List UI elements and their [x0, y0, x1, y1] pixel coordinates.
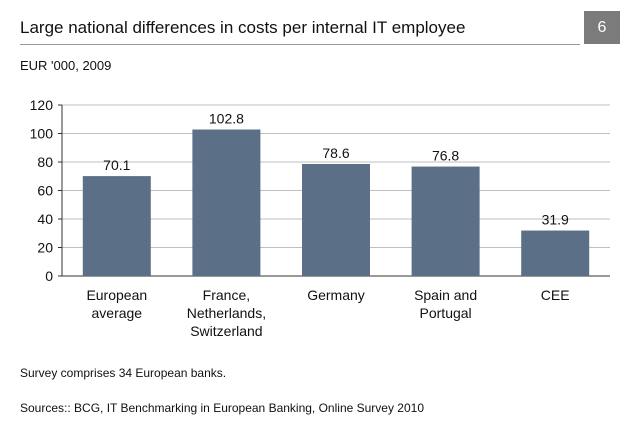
bar-3: [411, 166, 480, 276]
title-rule: [20, 44, 580, 45]
survey-note: Survey comprises 34 European banks.: [20, 366, 227, 380]
category-label-0-1: average: [92, 305, 143, 321]
y-tick-label: 80: [37, 154, 53, 170]
category-label-3-1: Portugal: [420, 305, 472, 321]
source-note: Sources:: BCG, IT Benchmarking in Europe…: [20, 401, 424, 415]
bar-0: [82, 176, 151, 276]
category-label-1-1: Netherlands,: [187, 305, 266, 321]
category-label-3-0: Spain and: [414, 287, 477, 303]
data-label-3: 76.8: [432, 148, 459, 164]
y-tick-label: 20: [37, 240, 53, 256]
bar-4: [521, 230, 590, 276]
y-tick-label: 100: [30, 126, 54, 142]
category-label-1-2: Switzerland: [190, 323, 262, 339]
category-label-2-0: Germany: [307, 287, 365, 303]
data-label-1: 102.8: [209, 111, 244, 127]
data-label-2: 78.6: [322, 145, 349, 161]
y-tick-label: 60: [37, 183, 53, 199]
category-label-4-0: CEE: [541, 287, 570, 303]
page-number-badge: 6: [584, 11, 620, 44]
y-tick-label: 40: [37, 211, 53, 227]
chart-subtitle: EUR '000, 2009: [20, 58, 112, 73]
y-tick-label: 120: [30, 97, 54, 113]
bar-2: [302, 163, 370, 276]
category-label-1-0: France,: [203, 287, 250, 303]
bar-1: [192, 129, 261, 276]
y-tick-label: 0: [45, 268, 53, 284]
chart-title: Large national differences in costs per …: [20, 18, 466, 37]
data-label-4: 31.9: [542, 212, 569, 228]
data-label-0: 70.1: [103, 157, 130, 173]
category-label-0-0: European: [86, 287, 147, 303]
